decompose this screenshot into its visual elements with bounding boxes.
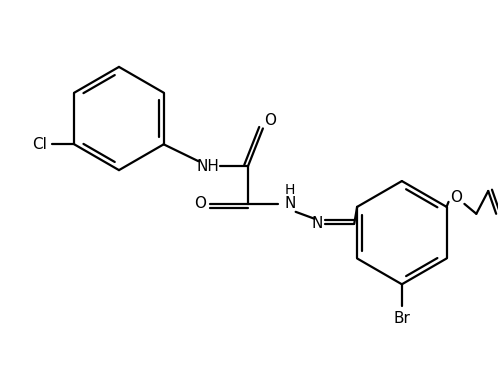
Text: O: O bbox=[194, 196, 206, 211]
Text: N: N bbox=[284, 196, 296, 211]
Text: Cl: Cl bbox=[32, 137, 47, 152]
Text: NH: NH bbox=[197, 159, 220, 174]
Text: O: O bbox=[264, 113, 276, 128]
Text: H: H bbox=[284, 183, 295, 197]
Text: N: N bbox=[312, 216, 323, 231]
Text: O: O bbox=[450, 190, 462, 205]
Text: Br: Br bbox=[394, 311, 410, 326]
